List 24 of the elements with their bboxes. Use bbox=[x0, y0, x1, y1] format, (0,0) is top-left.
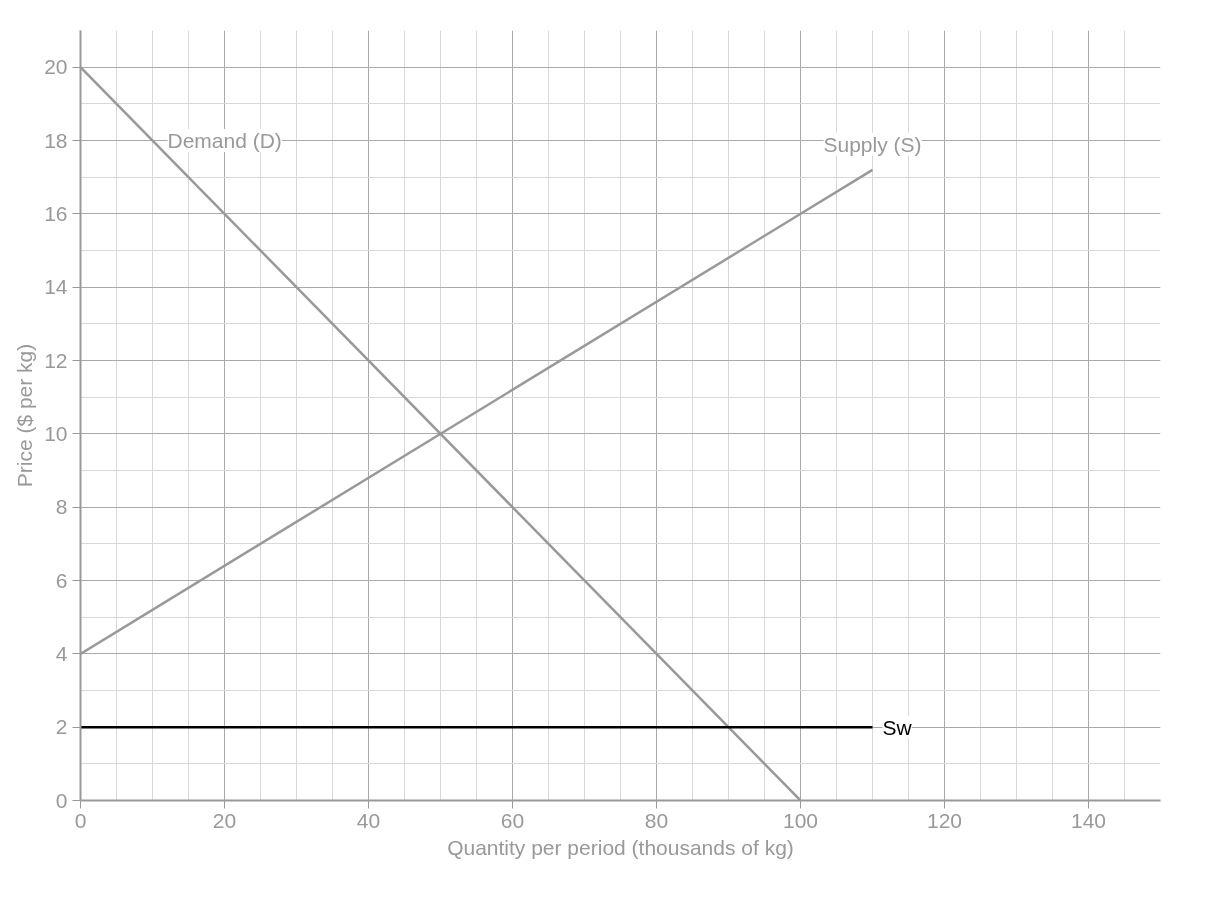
series-label: Demand (D) bbox=[167, 129, 282, 152]
y-tick-label: 8 bbox=[55, 495, 68, 519]
y-tick-label: 12 bbox=[44, 348, 68, 372]
y-tick-label: 16 bbox=[44, 201, 68, 225]
x-tick-label: 140 bbox=[1070, 808, 1107, 832]
y-tick-label: 0 bbox=[55, 788, 68, 812]
x-tick-label: 100 bbox=[782, 808, 819, 832]
y-tick-label: 10 bbox=[44, 421, 68, 445]
x-tick-label: 60 bbox=[500, 808, 525, 832]
y-tick-label: 14 bbox=[44, 275, 68, 299]
x-tick-label: 120 bbox=[926, 808, 963, 832]
y-tick-label: 4 bbox=[55, 641, 68, 665]
x-tick-label: 20 bbox=[212, 808, 237, 832]
y-tick-label: 20 bbox=[44, 55, 68, 79]
y-tick-label: 6 bbox=[55, 568, 68, 592]
x-tick-label: 0 bbox=[74, 808, 87, 832]
y-tick-label: 18 bbox=[44, 128, 68, 152]
series-label: Sw bbox=[882, 715, 913, 739]
y-axis-title: Price ($ per kg) bbox=[13, 343, 37, 488]
y-tick-label: 2 bbox=[55, 715, 68, 739]
x-tick-label: 40 bbox=[356, 808, 381, 832]
x-axis-title: Quantity per period (thousands of kg) bbox=[447, 835, 794, 859]
series-label: Supply (S) bbox=[823, 132, 922, 156]
x-tick-label: 80 bbox=[644, 808, 669, 832]
